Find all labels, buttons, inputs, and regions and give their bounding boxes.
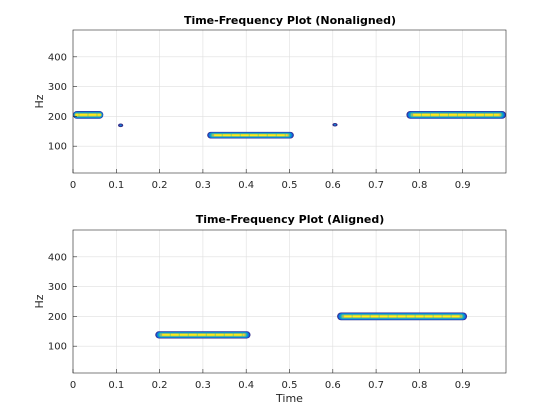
x-tick-label: 0.8 [411,380,427,391]
energy-level-9 [162,334,244,336]
x-tick-label: 0.3 [195,380,211,391]
panel-title: Time-Frequency Plot (Aligned) [196,213,385,226]
x-tick-label: 0.6 [325,180,341,191]
y-tick-label: 200 [48,112,67,123]
x-tick-label: 0.5 [282,180,298,191]
x-tick-label: 0.2 [152,180,168,191]
x-tick-label: 0 [70,380,76,391]
panel-title: Time-Frequency Plot (Nonaligned) [184,14,396,27]
x-tick-label: 0.4 [238,380,254,391]
panel-aligned: Time-Frequency Plot (Aligned) 0 0.1 0.2 0.3… [33,213,507,405]
x-tick-label: 0.7 [368,380,384,391]
y-tick-label: 300 [48,82,67,93]
energy-band-2 [337,312,468,321]
y-tick-label: 300 [48,282,67,293]
x-tick-label: 0.2 [152,380,168,391]
speck-inner [333,123,337,126]
x-axis-label: Time [275,392,303,405]
y-axis-label: Hz [33,94,46,108]
y-tick-label: 200 [48,312,67,323]
energy-level-9 [344,315,460,317]
energy-band-1 [155,331,251,339]
energy-level-9 [75,114,101,116]
speck-inner [119,124,122,127]
energy-level-9 [413,114,499,116]
y-tick-label: 100 [48,342,67,353]
y-axis-label: Hz [33,294,46,308]
x-tick-label: 0.5 [282,380,298,391]
energy-band-2 [207,131,294,139]
energy-band-3 [406,111,506,119]
y-tick-label: 400 [48,52,67,63]
x-tick-label: 0.8 [411,180,427,191]
panel-nonaligned: Time-Frequency Plot (Nonaligned) 0 0.1 0.2… [33,14,507,191]
x-tick-label: 0.7 [368,180,384,191]
x-tick-label: 0.6 [325,380,341,391]
x-tick-label: 0.4 [238,180,254,191]
energy-speck [332,122,338,127]
y-tick-label: 100 [48,142,67,153]
energy-level-9 [214,134,287,136]
x-tick-label: 0.9 [455,180,471,191]
energy-speck [118,123,124,128]
x-tick-label: 0.1 [108,180,124,191]
x-tick-label: 0.9 [455,380,471,391]
y-tick-label: 400 [48,252,67,263]
x-tick-label: 0.3 [195,180,211,191]
x-tick-label: 0 [70,180,76,191]
energy-band-1 [73,111,104,119]
x-tick-label: 0.1 [108,380,124,391]
